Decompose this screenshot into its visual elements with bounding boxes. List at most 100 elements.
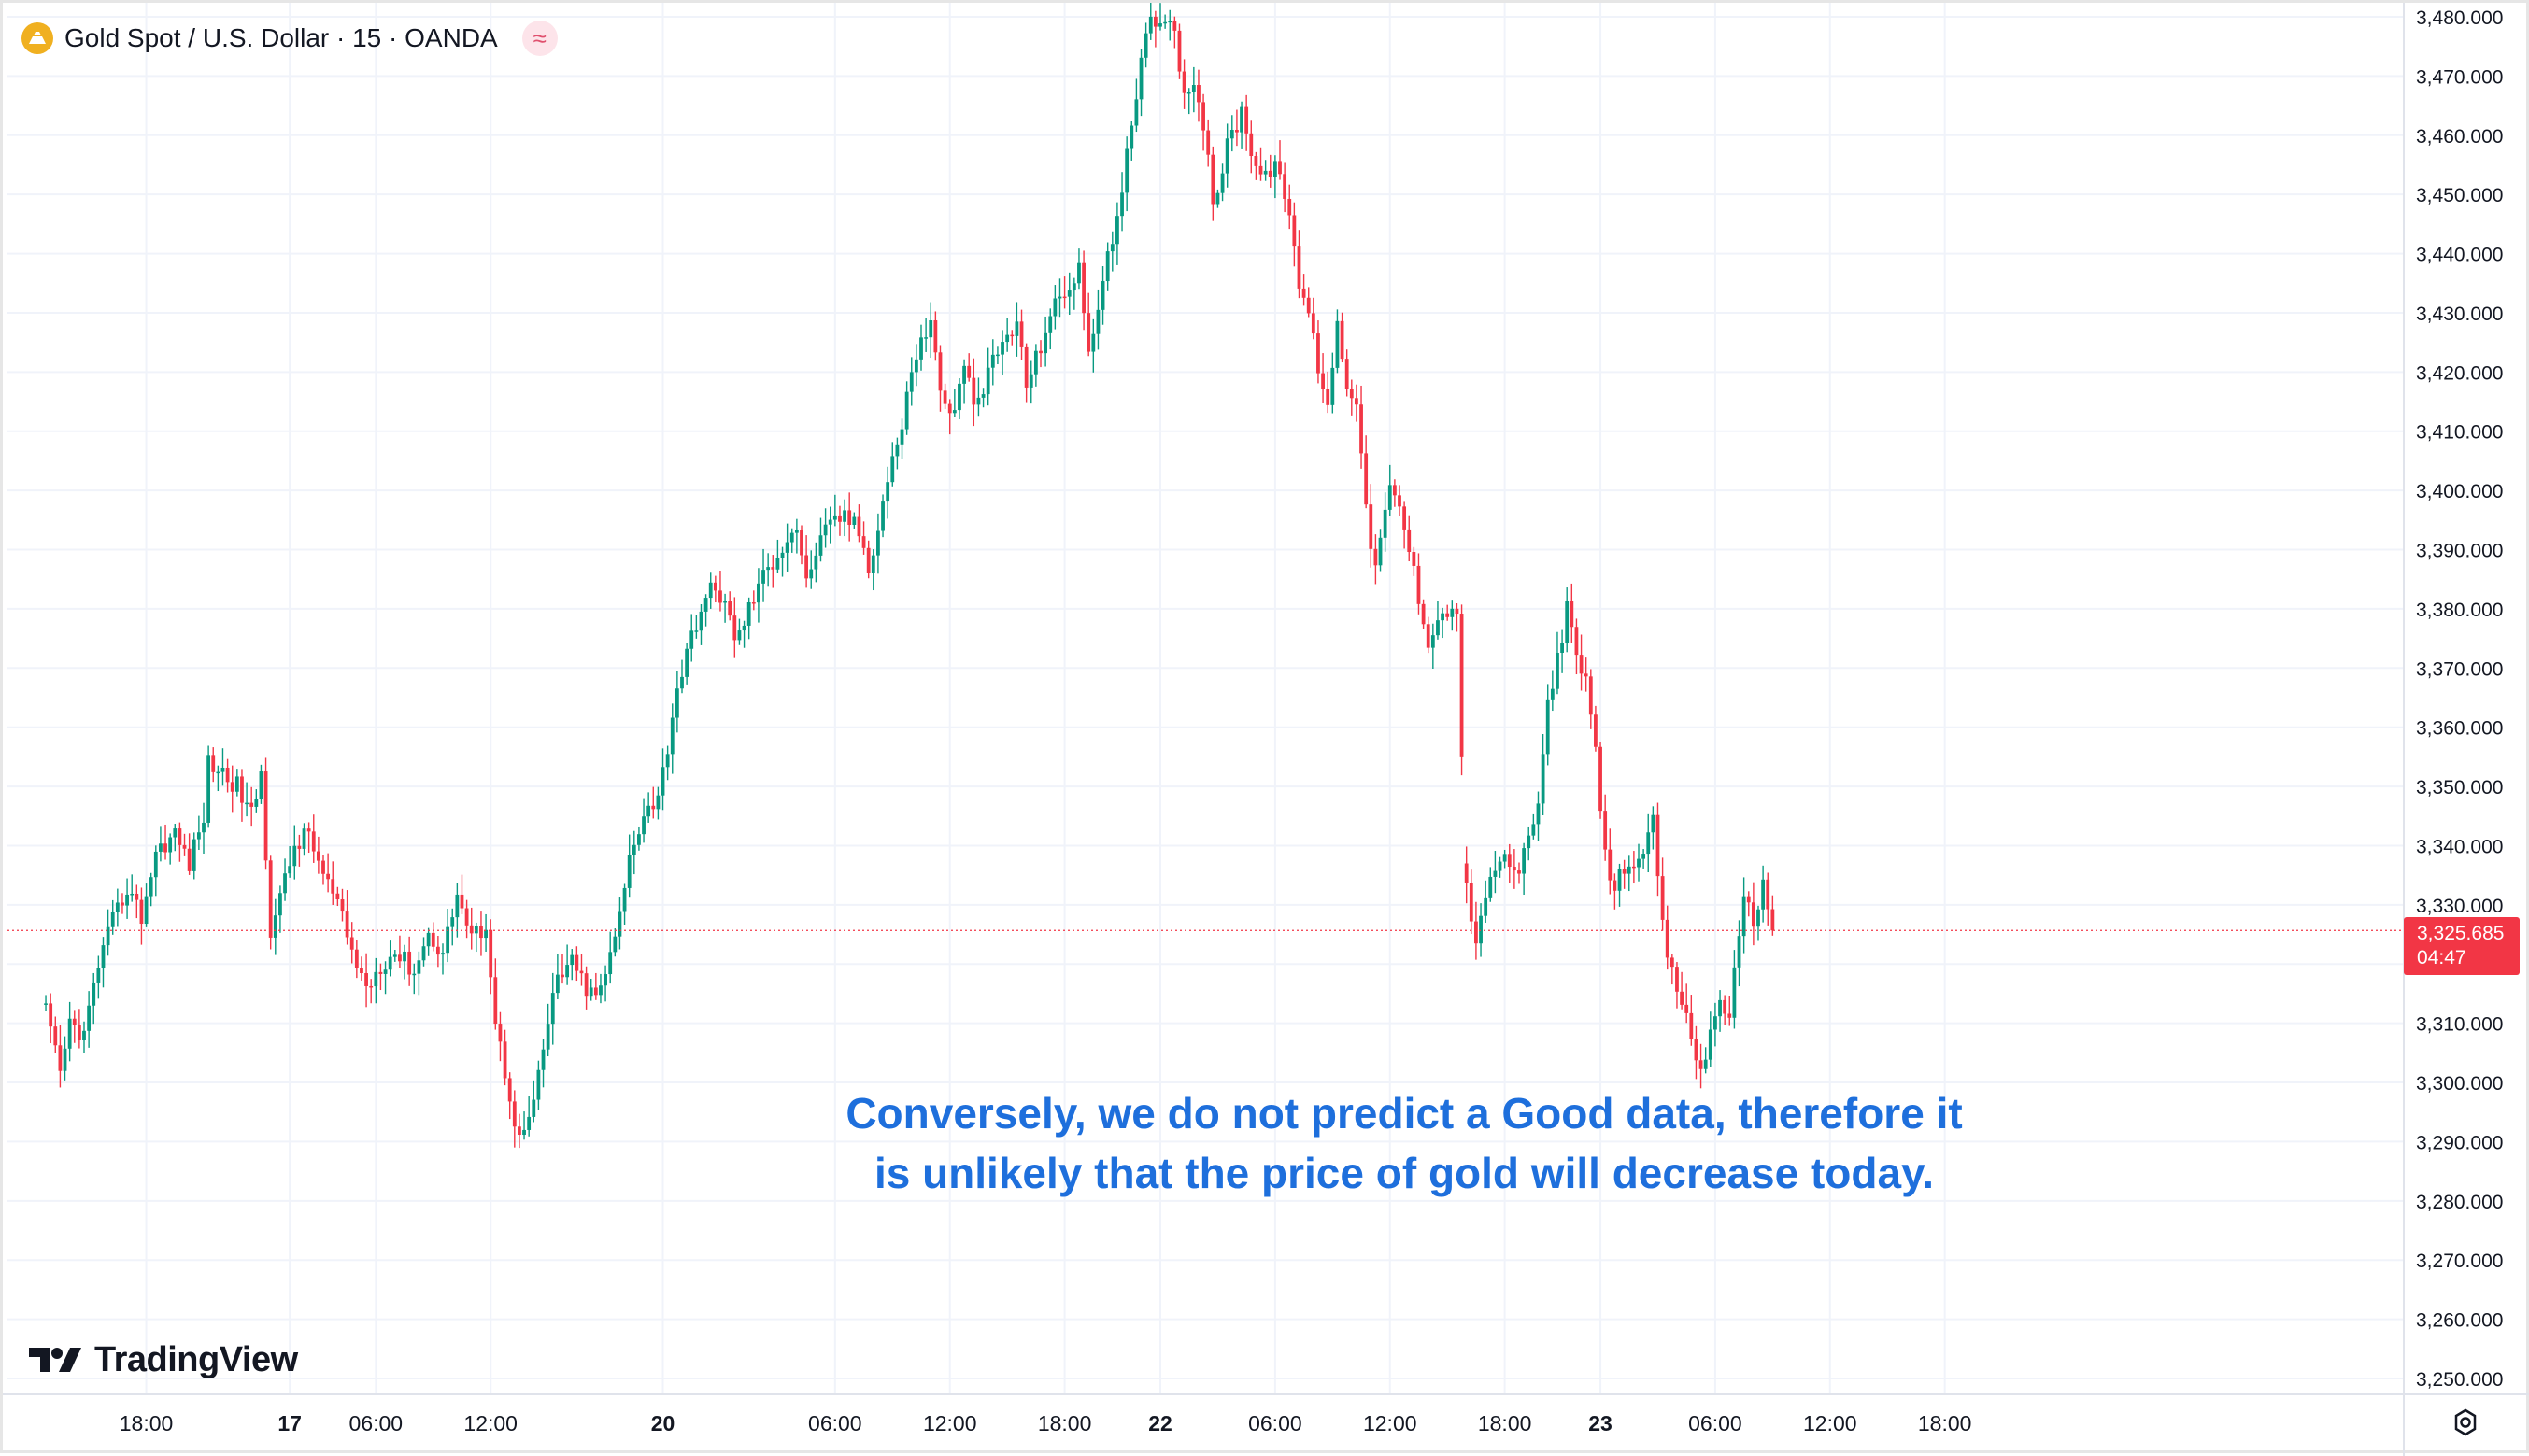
candle-up bbox=[1029, 374, 1033, 388]
candle-up bbox=[990, 354, 995, 368]
candle-up bbox=[1110, 244, 1115, 252]
x-tick-label: 18:00 bbox=[1918, 1411, 1972, 1435]
candle-up bbox=[254, 799, 259, 807]
candle-up bbox=[1144, 33, 1148, 58]
candle-up bbox=[919, 337, 923, 360]
candle-down bbox=[1087, 313, 1091, 352]
candle-up bbox=[737, 630, 742, 641]
candle-down bbox=[1570, 601, 1574, 628]
tradingview-brand[interactable]: TradingView bbox=[29, 1336, 298, 1383]
symbol-legend: Gold Spot / U.S. Dollar · 15 · OANDA ≈ bbox=[21, 20, 558, 57]
candle-up bbox=[1637, 858, 1641, 868]
x-tick-label: 12:00 bbox=[923, 1411, 977, 1435]
candle-down bbox=[1398, 495, 1401, 507]
candle-up bbox=[484, 929, 488, 939]
candle-down bbox=[1287, 198, 1292, 216]
candle-up bbox=[904, 391, 909, 430]
candle-up bbox=[895, 444, 900, 457]
candle-down bbox=[340, 899, 345, 912]
candle-up bbox=[63, 1048, 67, 1071]
candle-up bbox=[1134, 99, 1139, 126]
candle-up bbox=[1215, 192, 1220, 205]
candle-up bbox=[1105, 251, 1110, 282]
candle-up bbox=[1651, 814, 1655, 833]
candle-up bbox=[1479, 915, 1483, 944]
candle-up bbox=[789, 532, 794, 543]
candle-up bbox=[1220, 173, 1225, 193]
candle-down bbox=[479, 926, 483, 939]
candle-down bbox=[1669, 957, 1674, 968]
candle-down bbox=[1469, 883, 1473, 922]
candle-down bbox=[493, 977, 498, 1025]
candle-up bbox=[383, 969, 388, 974]
candle-down bbox=[53, 1026, 58, 1046]
candle-up bbox=[1130, 125, 1134, 149]
candle-up bbox=[1732, 967, 1737, 1018]
candle-up bbox=[536, 1069, 541, 1100]
candle-up bbox=[699, 611, 703, 631]
candle-up bbox=[670, 717, 675, 755]
annotation-line-2: is unlikely that the price of gold will … bbox=[874, 1149, 1935, 1197]
candle-down bbox=[1751, 902, 1755, 927]
candle-up bbox=[202, 822, 206, 833]
candle-up bbox=[168, 837, 173, 853]
candle-down bbox=[489, 929, 493, 978]
candle-up bbox=[1617, 869, 1622, 891]
candle-down bbox=[728, 601, 732, 616]
candle-up bbox=[814, 555, 818, 570]
y-tick-label: 3,360.000 bbox=[2416, 718, 2503, 740]
candle-up bbox=[196, 832, 201, 840]
candle-up bbox=[632, 844, 636, 855]
candle-up bbox=[852, 516, 857, 525]
candle-down bbox=[335, 893, 340, 900]
candle-up bbox=[101, 945, 106, 968]
candlestick-chart[interactable]: 3,250.000 3,260.000 3,270.000 3,280.000 3,29… bbox=[3, 3, 2529, 1456]
candle-down bbox=[1082, 262, 1086, 314]
candle-down bbox=[1311, 313, 1315, 334]
candle-down bbox=[1373, 548, 1378, 566]
candle-up bbox=[130, 893, 135, 896]
candle-up bbox=[843, 510, 846, 522]
wave-icon[interactable]: ≈ bbox=[521, 21, 558, 56]
y-tick-label: 3,470.000 bbox=[2416, 66, 2503, 88]
candle-up bbox=[1498, 861, 1502, 871]
candle-down bbox=[575, 954, 579, 971]
candle-up bbox=[618, 911, 622, 937]
settings-icon[interactable] bbox=[2449, 1406, 2482, 1439]
candle-up bbox=[952, 410, 957, 414]
x-tick-label: 12:00 bbox=[1363, 1411, 1417, 1435]
candle-down bbox=[249, 802, 254, 807]
candle-up bbox=[392, 954, 397, 957]
candle-down bbox=[512, 1101, 517, 1127]
candle-down bbox=[345, 911, 349, 938]
candle-up bbox=[613, 936, 618, 953]
candle-up bbox=[1072, 283, 1076, 291]
x-tick-label: 20 bbox=[651, 1411, 675, 1435]
candle-down bbox=[503, 1041, 507, 1079]
candle-down bbox=[1464, 863, 1469, 883]
candle-down bbox=[378, 971, 383, 974]
y-tick-label: 3,430.000 bbox=[2416, 304, 2503, 325]
x-tick-label: 23 bbox=[1588, 1411, 1613, 1435]
candle-up bbox=[958, 383, 961, 411]
candle-down bbox=[464, 908, 469, 926]
candle-up bbox=[1527, 835, 1531, 849]
candle-down bbox=[58, 1045, 63, 1071]
candle-up bbox=[1387, 485, 1392, 510]
candle-down bbox=[364, 973, 368, 986]
candle-up bbox=[206, 755, 211, 823]
candle-up bbox=[589, 987, 593, 997]
candle-down bbox=[263, 771, 268, 861]
candle-up bbox=[96, 968, 101, 983]
candle-up bbox=[403, 951, 406, 962]
candle-down bbox=[121, 902, 124, 906]
y-tick-label: 3,330.000 bbox=[2416, 896, 2503, 917]
candle-up bbox=[153, 851, 158, 878]
candle-down bbox=[1598, 746, 1602, 812]
candle-up bbox=[794, 530, 799, 533]
candle-down bbox=[431, 932, 435, 947]
x-tick-label: 06:00 bbox=[1248, 1411, 1302, 1435]
candle-up bbox=[125, 894, 129, 906]
candle-up bbox=[455, 894, 460, 918]
x-tick-label: 17 bbox=[277, 1411, 302, 1435]
